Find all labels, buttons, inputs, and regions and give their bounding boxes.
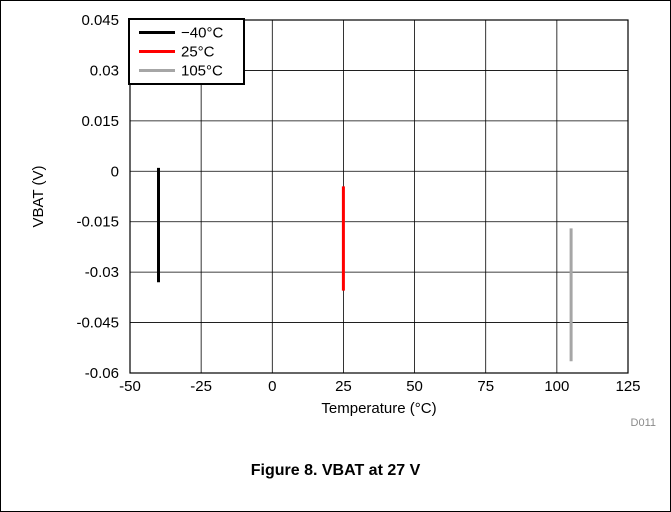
x-tick-label: 50 — [406, 378, 423, 395]
y-tick-label: -0.03 — [85, 264, 119, 281]
y-axis-label: VBAT (V) — [30, 166, 47, 228]
legend-entry-label: 105°C — [181, 63, 223, 80]
y-tick-label: 0.015 — [81, 113, 119, 130]
x-tick-label: 75 — [477, 378, 494, 395]
x-tick-label: 100 — [544, 378, 569, 395]
x-tick-label: 25 — [335, 378, 352, 395]
plot-area — [129, 19, 629, 374]
x-axis-label: Temperature (°C) — [321, 400, 436, 417]
figure-code: D011 — [631, 417, 656, 429]
x-tick-label: 125 — [615, 378, 640, 395]
y-tick-label: 0.03 — [90, 62, 119, 79]
legend: −40°C 25°C 105°C — [128, 18, 245, 85]
series-layer — [157, 167, 573, 362]
figure-caption: Figure 8. VBAT at 27 V — [250, 462, 421, 479]
legend-entry-label: −40°C — [181, 25, 223, 42]
x-tick-label: -50 — [119, 378, 141, 395]
chart-svg: -50 -25 0 25 50 75 100 125 0.045 0.03 0.015 0 -0.01… — [30, 12, 656, 429]
y-tick-label: 0 — [111, 163, 119, 180]
y-axis-ticks: 0.045 0.03 0.015 0 -0.015 -0.03 -0.045 -0.06 — [76, 12, 119, 382]
y-tick-label: -0.015 — [76, 214, 119, 231]
x-tick-label: -25 — [190, 378, 212, 395]
y-tick-label: -0.06 — [85, 365, 119, 382]
y-tick-label: 0.045 — [81, 12, 119, 29]
y-tick-label: -0.045 — [76, 315, 119, 332]
x-tick-label: 0 — [268, 378, 276, 395]
legend-entry-label: 25°C — [181, 44, 215, 61]
x-axis-ticks: -50 -25 0 25 50 75 100 125 — [119, 378, 640, 395]
legend-box — [128, 18, 245, 85]
